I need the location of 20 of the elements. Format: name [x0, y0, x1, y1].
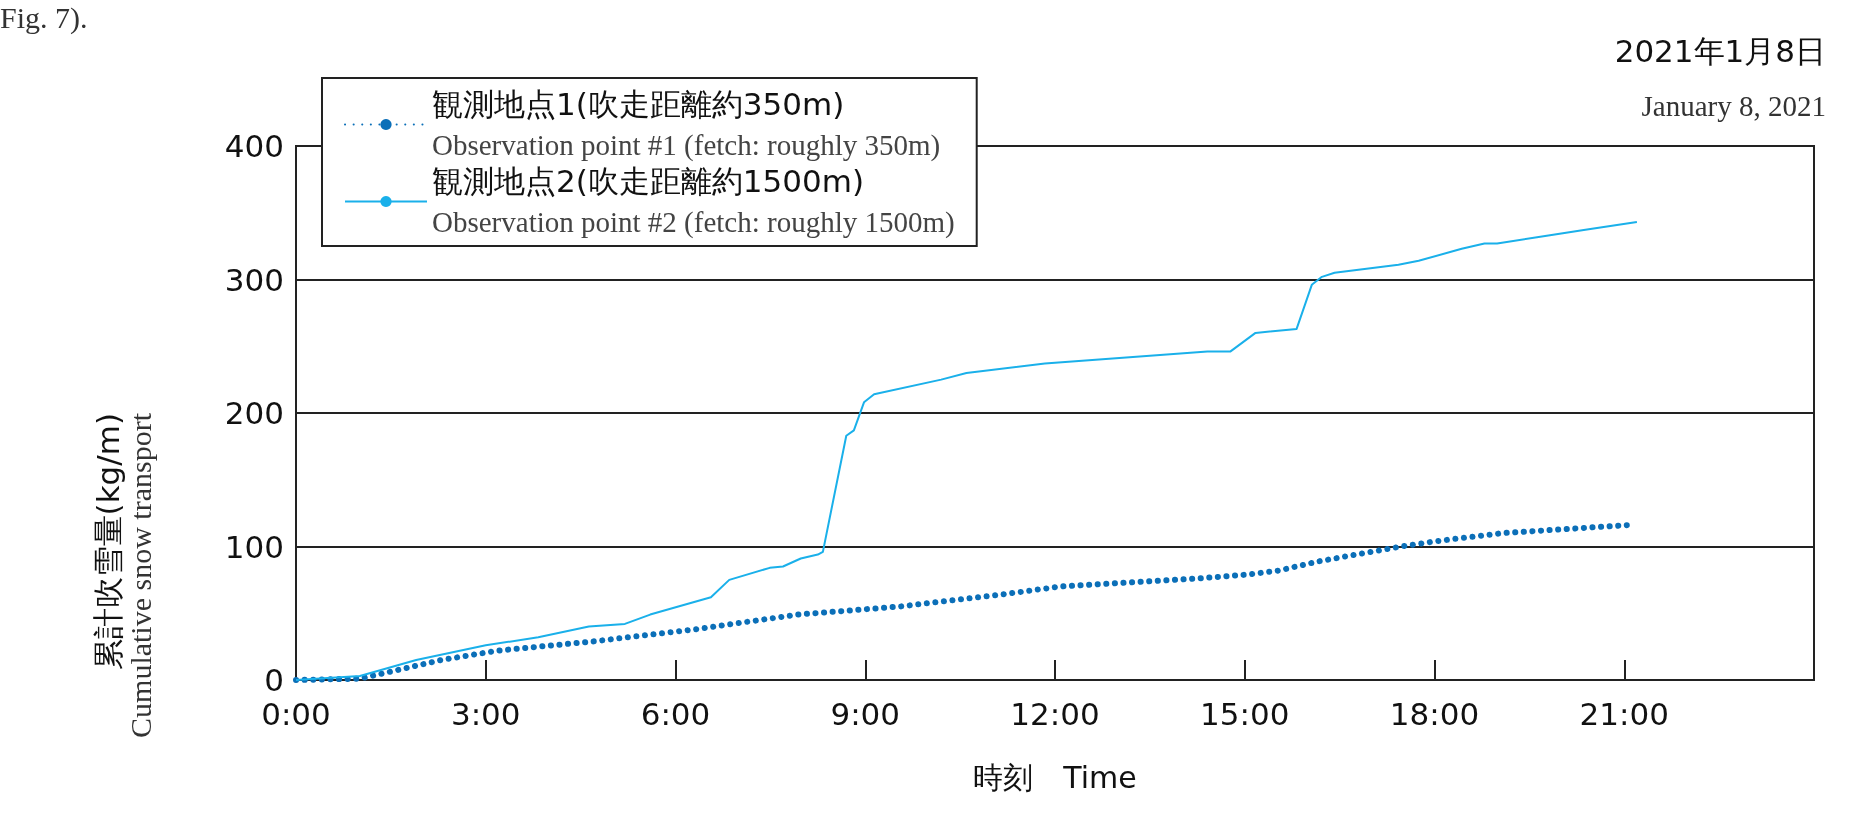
x-tick-label: 18:00 — [1389, 695, 1480, 732]
caption: Fig. 7). — [0, 0, 88, 35]
chart-title: 2021年1月8日 — [1614, 32, 1826, 69]
legend-label: 観測地点1(吹走距離約350m) Observation point #1 (fetch: roughly 350m) — [432, 85, 941, 162]
x-tick-label: 21:00 — [1579, 695, 1669, 732]
x-tick-label: 3:00 — [450, 695, 521, 732]
chart-subtitle: January 8, 2021 — [1641, 89, 1826, 122]
x-tick-label: 6:00 — [640, 695, 711, 732]
y-tick-label: 200 — [224, 395, 284, 431]
y-tick-label: 400 — [224, 128, 284, 164]
x-tick-label: 12:00 — [1010, 695, 1100, 732]
y-axis-title: 累計吹雪量(kg/m) Cumulative snow transport — [89, 412, 157, 738]
y-tick-label: 300 — [224, 261, 284, 298]
x-tick-label: 0:00 — [261, 695, 331, 732]
x-tick-label: 9:00 — [830, 695, 901, 732]
y-tick-label: 100 — [224, 528, 284, 565]
legend-label: 観測地点2(吹走距離約1500m) Observation point #2 (fetch: roughly 1500m) — [432, 162, 955, 239]
y-tick-label: 0 — [264, 662, 284, 698]
x-tick-label: 15:00 — [1200, 695, 1290, 732]
x-axis-title: 時刻 Time — [973, 759, 1137, 795]
